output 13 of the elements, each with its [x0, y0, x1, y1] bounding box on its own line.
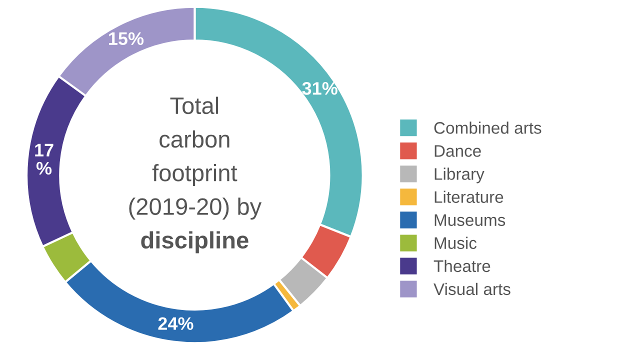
legend-label: Literature — [434, 190, 504, 203]
legend-label: Museums — [434, 214, 506, 226]
text: Total carbon footprint (2019-20) by discipline — [129, 96, 262, 254]
data-label: 24% — [158, 317, 194, 330]
legend-label: Visual arts — [434, 282, 510, 296]
data-label: 17 % — [35, 144, 54, 175]
legend-label: Theatre — [434, 260, 490, 272]
legend-label: Library — [434, 168, 484, 184]
legend-label: Music — [434, 236, 477, 250]
data-label: 15% — [109, 32, 144, 46]
legend-label: Dance — [434, 145, 481, 157]
data-label: 31% — [302, 82, 338, 95]
legend-label: Combined arts — [434, 122, 542, 134]
